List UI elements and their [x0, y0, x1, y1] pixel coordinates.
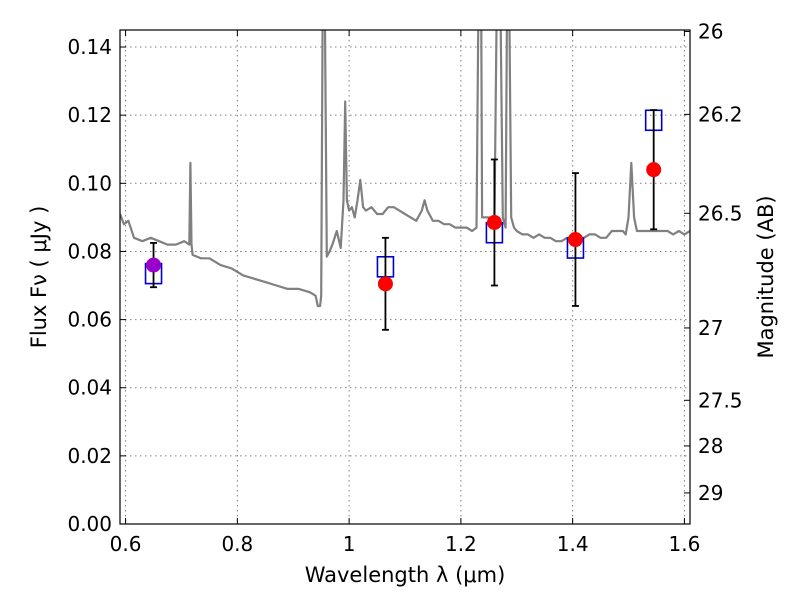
observed-point	[486, 214, 502, 230]
y2-tick-label: 29	[698, 481, 723, 505]
y2-tick-label: 28	[698, 434, 723, 458]
y-tick-label: 0.10	[67, 171, 112, 195]
x-tick-label: 0.8	[221, 532, 253, 556]
observed-point	[146, 257, 162, 273]
y-tick-label: 0.12	[67, 103, 112, 127]
y-tick-label: 0.04	[67, 376, 112, 400]
x-tick-label: 1	[343, 532, 356, 556]
y2-tick-label: 27	[698, 316, 723, 340]
x-tick-label: 1.2	[445, 532, 477, 556]
y-axis-label: Flux Fν ( μJy )	[27, 206, 51, 349]
x-tick-label: 1.6	[669, 532, 701, 556]
plot-data	[120, 30, 690, 331]
observed-point	[567, 232, 583, 248]
y2-tick-label: 26.2	[698, 102, 743, 126]
y2-tick-label: 26.5	[698, 201, 743, 225]
y-tick-label: 0.06	[67, 308, 112, 332]
observed-point	[646, 162, 662, 178]
spectrum-line	[120, 30, 690, 308]
y-tick-label: 0.14	[67, 35, 112, 59]
y2-tick-label: 27.5	[698, 388, 743, 412]
y2-tick-label: 26	[698, 20, 723, 44]
x-tick-label: 0.6	[110, 532, 142, 556]
observed-point	[377, 276, 393, 292]
y2-axis-label: Magnitude (AB)	[754, 195, 778, 358]
plot-frame	[119, 29, 691, 525]
x-axis-label: Wavelength λ (μm)	[305, 563, 506, 587]
axes: 0.6 0.8 1 1.2 1.4 1.6 0.00 0.02 0.04 0.06 0.08 0.10…	[67, 20, 742, 556]
y-tick-label: 0.02	[67, 444, 112, 468]
y-tick-label: 0.08	[67, 239, 112, 263]
x-tick-label: 1.4	[557, 532, 589, 556]
y-tick-label: 0.00	[67, 512, 112, 536]
grid	[120, 30, 690, 525]
